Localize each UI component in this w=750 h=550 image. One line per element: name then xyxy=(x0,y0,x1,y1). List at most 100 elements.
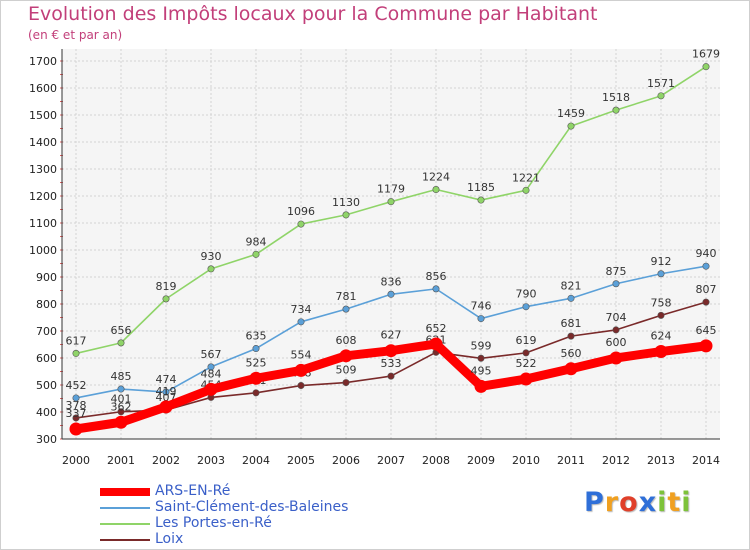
data-point-0 xyxy=(519,372,533,386)
data-point-3 xyxy=(297,382,305,390)
legend-label-ars: ARS-EN-Ré xyxy=(155,483,231,499)
data-point-3 xyxy=(72,414,80,422)
data-point-2 xyxy=(342,211,350,219)
legend-swatch-portes xyxy=(100,523,150,525)
data-point-2 xyxy=(522,186,530,194)
data-point-1 xyxy=(162,388,170,396)
y-tick-label: 800 xyxy=(36,298,57,311)
data-label-0: 337 xyxy=(66,407,87,420)
data-point-3 xyxy=(612,326,620,334)
data-point-0 xyxy=(294,363,308,377)
x-tick-label: 2012 xyxy=(602,454,630,467)
legend-item-loix[interactable]: Loix xyxy=(100,531,400,548)
y-tick-label: 1600 xyxy=(29,82,57,95)
data-label-2: 1130 xyxy=(332,196,360,209)
data-point-1 xyxy=(477,315,485,323)
legend-item-portes[interactable]: Les Portes-en-Ré xyxy=(100,515,400,532)
x-tick-label: 2014 xyxy=(692,454,720,467)
data-label-1: 875 xyxy=(606,265,627,278)
y-tick-label: 1200 xyxy=(29,190,57,203)
x-tick-label: 2011 xyxy=(557,454,585,467)
logo-letter: t xyxy=(667,487,682,518)
data-label-2: 1221 xyxy=(512,171,540,184)
data-label-3: 619 xyxy=(516,334,537,347)
data-point-1 xyxy=(207,363,215,371)
x-tick-label: 2013 xyxy=(647,454,675,467)
data-point-0 xyxy=(609,351,623,365)
data-label-2: 1096 xyxy=(287,205,315,218)
data-point-1 xyxy=(702,262,710,270)
data-point-2 xyxy=(387,198,395,206)
data-point-2 xyxy=(432,186,440,194)
x-tick-label: 2001 xyxy=(107,454,135,467)
chart-subtitle: (en € et par an) xyxy=(28,28,123,42)
data-label-1: 781 xyxy=(336,290,357,303)
data-label-0: 419 xyxy=(156,385,177,398)
y-tick-label: 700 xyxy=(36,325,57,338)
legend-swatch-ars xyxy=(100,488,150,496)
data-point-1 xyxy=(297,318,305,326)
data-point-0 xyxy=(654,345,668,359)
data-label-1: 836 xyxy=(381,275,402,288)
data-label-0: 522 xyxy=(516,357,537,370)
logo-letter: i xyxy=(681,487,692,518)
data-label-3: 704 xyxy=(606,311,627,324)
data-label-1: 635 xyxy=(246,330,267,343)
y-tick-label: 1500 xyxy=(29,109,57,122)
data-point-1 xyxy=(387,290,395,298)
y-tick-label: 300 xyxy=(36,433,57,446)
data-point-3 xyxy=(387,372,395,380)
y-tick-label: 1400 xyxy=(29,136,57,149)
data-label-2: 1224 xyxy=(422,171,450,184)
y-tick-label: 1100 xyxy=(29,217,57,230)
data-label-2: 819 xyxy=(156,280,177,293)
legend-item-saint-clement[interactable]: Saint-Clément-des-Baleines xyxy=(100,499,400,516)
data-label-1: 856 xyxy=(426,270,447,283)
data-point-3 xyxy=(702,298,710,306)
x-tick-label: 2002 xyxy=(152,454,180,467)
data-point-2 xyxy=(207,265,215,273)
data-label-2: 656 xyxy=(111,324,132,337)
y-tick-label: 900 xyxy=(36,271,57,284)
logo-letter: r xyxy=(604,487,620,518)
data-point-2 xyxy=(162,295,170,303)
data-label-0: 495 xyxy=(471,364,492,377)
data-label-2: 1518 xyxy=(602,91,630,104)
y-tick-label: 1000 xyxy=(29,244,57,257)
data-point-2 xyxy=(477,196,485,204)
data-label-0: 484 xyxy=(201,367,222,380)
data-label-3: 681 xyxy=(561,317,582,330)
x-tick-label: 2007 xyxy=(377,454,405,467)
legend-item-ars[interactable]: ARS-EN-Ré xyxy=(100,483,400,500)
data-label-2: 1185 xyxy=(467,181,495,194)
data-label-2: 984 xyxy=(246,235,267,248)
data-label-3: 509 xyxy=(336,364,357,377)
data-point-0 xyxy=(429,337,443,351)
data-label-0: 560 xyxy=(561,347,582,360)
data-label-1: 452 xyxy=(66,379,87,392)
data-point-1 xyxy=(72,394,80,402)
data-point-1 xyxy=(252,345,260,353)
data-point-2 xyxy=(72,349,80,357)
data-point-0 xyxy=(159,400,173,414)
data-label-0: 608 xyxy=(336,334,357,347)
data-point-2 xyxy=(702,63,710,71)
data-label-1: 485 xyxy=(111,370,132,383)
data-label-2: 1179 xyxy=(377,183,405,196)
data-label-0: 652 xyxy=(426,322,447,335)
data-point-1 xyxy=(342,305,350,313)
data-point-3 xyxy=(117,408,125,416)
logo-letter: P xyxy=(584,487,605,518)
legend-label-loix: Loix xyxy=(155,531,184,547)
x-tick-label: 2003 xyxy=(197,454,225,467)
data-point-0 xyxy=(69,422,83,436)
logo-letter: o xyxy=(619,487,639,518)
data-point-1 xyxy=(612,280,620,288)
data-label-3: 378 xyxy=(66,399,87,412)
data-point-2 xyxy=(612,106,620,114)
data-label-1: 912 xyxy=(651,255,672,268)
data-point-0 xyxy=(384,344,398,358)
data-point-0 xyxy=(339,349,353,363)
data-label-2: 1679 xyxy=(692,48,720,61)
